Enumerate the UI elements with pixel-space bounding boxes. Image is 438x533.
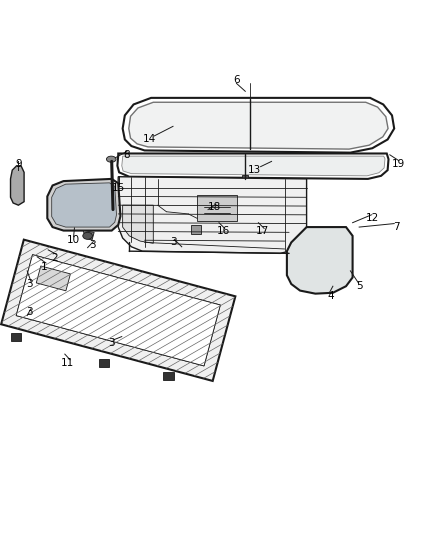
Text: 3: 3 [170, 237, 177, 247]
Polygon shape [129, 102, 388, 149]
Text: 3: 3 [88, 240, 95, 249]
Polygon shape [52, 183, 117, 227]
Polygon shape [1, 240, 235, 381]
Polygon shape [287, 227, 353, 294]
Polygon shape [36, 266, 71, 291]
Polygon shape [123, 205, 153, 243]
Text: 3: 3 [26, 308, 33, 318]
Text: 7: 7 [393, 222, 400, 232]
Bar [163, 372, 174, 380]
Text: 16: 16 [217, 227, 230, 237]
Ellipse shape [83, 232, 92, 239]
Text: 3: 3 [26, 279, 33, 289]
Text: 12: 12 [366, 213, 379, 223]
Text: 6: 6 [233, 75, 240, 85]
Text: 19: 19 [392, 159, 405, 168]
Text: 2: 2 [51, 253, 58, 263]
Text: 3: 3 [108, 338, 115, 348]
Polygon shape [117, 177, 307, 253]
Polygon shape [122, 156, 385, 176]
Text: 4: 4 [327, 291, 334, 301]
Text: 15: 15 [112, 183, 125, 192]
Bar [99, 359, 110, 367]
Bar [11, 333, 21, 341]
Polygon shape [16, 255, 220, 366]
Polygon shape [83, 231, 94, 240]
Text: 9: 9 [15, 159, 22, 168]
Ellipse shape [106, 156, 116, 162]
Text: 5: 5 [356, 281, 363, 291]
Text: 10: 10 [67, 235, 80, 245]
Text: 11: 11 [61, 358, 74, 368]
Bar [242, 174, 248, 179]
Text: 13: 13 [247, 165, 261, 175]
Polygon shape [47, 179, 120, 231]
Text: 18: 18 [208, 203, 221, 212]
Text: 17: 17 [256, 227, 269, 237]
Polygon shape [16, 255, 220, 366]
Text: 8: 8 [124, 150, 131, 160]
Polygon shape [11, 166, 24, 205]
Bar [191, 225, 201, 233]
Bar [197, 195, 237, 221]
Text: 14: 14 [143, 134, 156, 144]
Text: 1: 1 [40, 262, 47, 271]
